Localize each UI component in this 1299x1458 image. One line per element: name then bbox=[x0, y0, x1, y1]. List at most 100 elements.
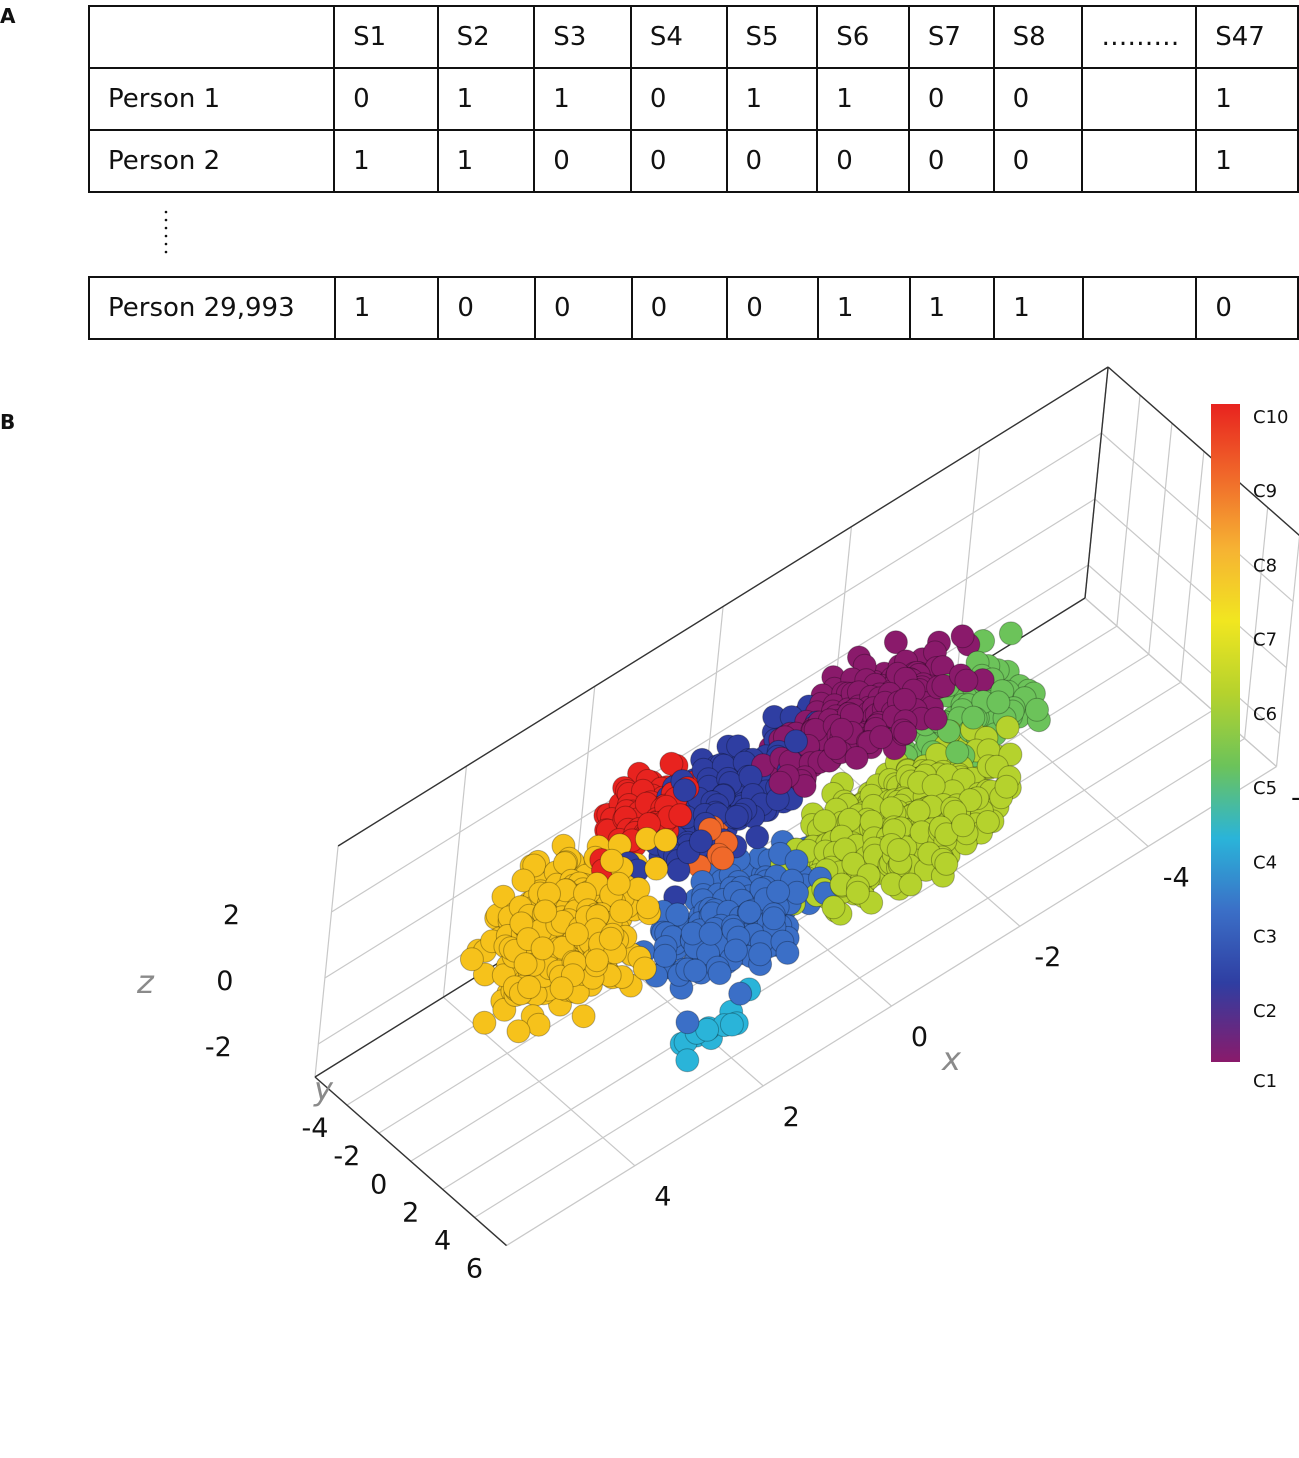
grid-line bbox=[442, 709, 1213, 1190]
scatter-point-c8 bbox=[571, 1004, 596, 1029]
y-tick-label: -2 bbox=[333, 1141, 360, 1172]
x-tick-label: -6 bbox=[1291, 783, 1299, 814]
table-header-cell: S1 bbox=[333, 5, 439, 69]
colorbar-label: C9 bbox=[1253, 481, 1277, 502]
scatter-point-c1 bbox=[892, 687, 917, 712]
table-row: Person 29,993 1 0 0 0 0 1 1 1 0 bbox=[88, 276, 1299, 340]
scatter-point-c10 bbox=[668, 803, 693, 828]
scatter-point-c2 bbox=[724, 804, 749, 829]
panel-label-a: A bbox=[0, 4, 16, 28]
scatter-point-c5 bbox=[719, 1012, 744, 1037]
scatter-point-c5 bbox=[675, 1048, 700, 1073]
table-cell: 1 bbox=[993, 276, 1084, 340]
scatter-point-c8 bbox=[472, 1010, 497, 1035]
z-axis-title: z bbox=[136, 963, 155, 1001]
grid-line bbox=[1084, 597, 1277, 768]
colorbar-label: C8 bbox=[1253, 555, 1277, 576]
scatter-point-c8 bbox=[598, 926, 623, 951]
scatter-point-c8 bbox=[526, 1012, 551, 1037]
scatter-point-c3 bbox=[748, 942, 773, 967]
scatter-point-c8 bbox=[459, 947, 484, 972]
scatter-point-c3 bbox=[723, 938, 748, 963]
colorbar-label: C6 bbox=[1253, 704, 1277, 725]
colorbar-label: C3 bbox=[1253, 927, 1277, 948]
scatter-point-c7 bbox=[994, 774, 1019, 799]
grid-line bbox=[314, 845, 339, 1078]
table-row: Person 1 0 1 1 0 1 1 0 0 1 bbox=[87, 67, 1299, 131]
scatter-point-c3 bbox=[775, 940, 800, 965]
scatter-point-c3 bbox=[683, 958, 708, 983]
table-cell: 0 bbox=[992, 67, 1084, 131]
table-header-cell: S5 bbox=[725, 5, 819, 69]
table-cell: 1 bbox=[1195, 129, 1299, 193]
scatter-point-c1 bbox=[869, 725, 894, 750]
scatter-points bbox=[459, 621, 1051, 1073]
table-header-cell: S3 bbox=[533, 5, 632, 69]
x-tick-label: 0 bbox=[911, 1022, 928, 1053]
table-cell: 1 bbox=[333, 129, 439, 193]
scatter-point-c1 bbox=[844, 746, 869, 770]
scatter-point-c7 bbox=[886, 838, 911, 862]
scatter-point-c7 bbox=[975, 810, 1000, 834]
table-cell: 0 bbox=[630, 276, 729, 340]
table-cell: 1 bbox=[1195, 67, 1299, 131]
scatter-point-c8 bbox=[564, 922, 589, 947]
grid-line bbox=[1116, 395, 1141, 627]
table-header-cell bbox=[87, 5, 336, 69]
scatter-point-c8 bbox=[609, 899, 634, 924]
scatter-point-c3 bbox=[766, 879, 791, 904]
table-header-cell: S8 bbox=[992, 5, 1084, 69]
grid-line bbox=[1101, 432, 1294, 603]
scatter-point-c1 bbox=[954, 668, 979, 693]
scatter-point-c7 bbox=[951, 813, 976, 838]
scatter-point-c6 bbox=[998, 621, 1023, 646]
colorbar-label: C5 bbox=[1253, 778, 1277, 799]
scatter-point-c3 bbox=[707, 961, 732, 986]
scatter-point-c8 bbox=[549, 976, 574, 1001]
table-cell: 0 bbox=[333, 67, 439, 131]
scatter-point-c7 bbox=[821, 895, 846, 920]
scatter-point-c7 bbox=[898, 872, 923, 897]
table-cell: Person 2 bbox=[87, 129, 336, 193]
table-cell: 0 bbox=[907, 129, 995, 193]
scatter-point-c3 bbox=[653, 943, 678, 968]
axis-edge bbox=[337, 366, 1109, 847]
table-cell: Person 29,993 bbox=[88, 276, 336, 340]
table-cell bbox=[1081, 129, 1198, 193]
scatter-point-c7 bbox=[995, 715, 1020, 740]
table-cell: 0 bbox=[992, 129, 1084, 193]
scatter-point-c3 bbox=[761, 906, 786, 931]
scatter-point-c9 bbox=[710, 846, 735, 871]
table-cell: 1 bbox=[436, 67, 536, 131]
table-cell: 0 bbox=[726, 276, 819, 340]
table-cell: 0 bbox=[907, 67, 995, 131]
axis-edge bbox=[1084, 366, 1109, 599]
colorbar-labels: C10 C9 C8 C7 C6 C5 C4 C3 C2 C1 bbox=[1253, 407, 1288, 1092]
colorbar-label: C2 bbox=[1253, 1001, 1277, 1022]
scatter-point-c6 bbox=[961, 705, 986, 730]
table-cell: Person 1 bbox=[87, 67, 336, 131]
table-header-cell: S47 bbox=[1195, 5, 1299, 69]
scatter-point-c6 bbox=[945, 740, 970, 765]
grid-line bbox=[331, 432, 1102, 913]
scatter-point-c6 bbox=[1025, 697, 1049, 722]
scatter-point-c1 bbox=[823, 736, 848, 761]
table-cell: 0 bbox=[533, 276, 633, 340]
grid-line bbox=[1244, 507, 1269, 739]
grid-line bbox=[506, 766, 1277, 1247]
scatter-point-c7 bbox=[845, 880, 870, 905]
scatter-point-c1 bbox=[768, 770, 793, 795]
table-cell: 1 bbox=[533, 67, 632, 131]
scatter-point-c8 bbox=[530, 936, 555, 961]
scatter-point-c10 bbox=[659, 751, 684, 776]
table-cell: 0 bbox=[629, 129, 728, 193]
grid-line bbox=[1180, 451, 1205, 683]
table-cell: 1 bbox=[333, 276, 440, 340]
table-cell: 0 bbox=[816, 129, 910, 193]
scatter-point-c1 bbox=[923, 706, 948, 731]
table-header-cell: S7 bbox=[907, 5, 995, 69]
axis-edge bbox=[314, 1076, 507, 1247]
y-tick-label: 0 bbox=[370, 1169, 387, 1200]
table-cell bbox=[1081, 67, 1198, 131]
